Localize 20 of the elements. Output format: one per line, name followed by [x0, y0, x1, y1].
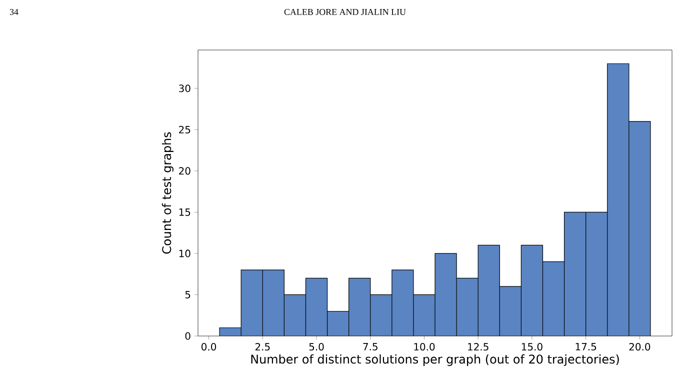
- x-tick-label: 10.0: [414, 343, 435, 351]
- x-tick-label: 12.5: [468, 343, 488, 351]
- y-tick-label: 10: [179, 250, 190, 258]
- x-tick-label: 0.0: [202, 343, 216, 351]
- text: 34: [10, 8, 18, 16]
- y-tick-label: 15: [179, 208, 190, 216]
- x-tick-label: 17.5: [576, 343, 596, 350]
- x-tick-label: 7.5: [363, 343, 378, 350]
- x-tick-label: 15.0: [522, 343, 542, 351]
- y-axis-title: Count of test graphs: [162, 132, 174, 254]
- text: CALEB JORE AND JIALIN LIU: [284, 8, 406, 16]
- y-tick-label: 5: [185, 291, 190, 298]
- x-tick-label: 2.5: [255, 343, 270, 351]
- x-axis-title: Number of distinct solutions per graph (out of 20 trajectories): [251, 354, 619, 366]
- y-tick-label: 30: [179, 84, 190, 92]
- x-tick-label: 20.0: [629, 343, 650, 351]
- y-tick-label: 20: [179, 167, 190, 175]
- x-tick-label: 5.0: [309, 343, 324, 351]
- y-tick-label: 0: [185, 332, 190, 340]
- y-tick-label: 25: [179, 126, 190, 134]
